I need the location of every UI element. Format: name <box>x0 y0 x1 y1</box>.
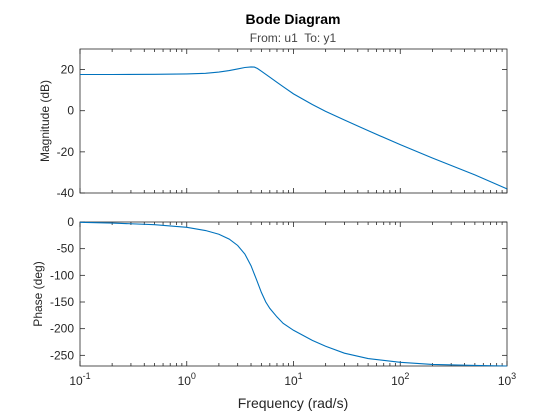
magnitude-y-tick-label: -40 <box>57 186 75 200</box>
magnitude-curve <box>80 66 508 190</box>
phase-axes-frame <box>79 221 508 367</box>
phase-y-tick-label: 0 <box>67 215 74 229</box>
x-tick-label: 10-1 <box>69 371 90 388</box>
phase-y-tick-label: -150 <box>50 295 74 309</box>
magnitude-axes-frame <box>79 48 508 194</box>
x-tick-label: 100 <box>178 371 196 388</box>
magnitude-y-label: Magnitude (dB) <box>38 80 52 162</box>
x-tick-label: 102 <box>391 371 409 388</box>
phase-y-tick-label: -50 <box>57 242 75 256</box>
magnitude-y-tick-label: 0 <box>67 104 74 118</box>
magnitude-y-tick-label: 20 <box>61 63 75 77</box>
magnitude-y-tick-label: -20 <box>57 145 75 159</box>
phase-y-tick-label: -100 <box>50 268 74 282</box>
chart-subtitle: From: u1 To: y1 <box>250 31 337 45</box>
magnitude-plot: 20 0 -20 -40 <box>57 48 508 200</box>
x-tick-label: 103 <box>498 371 516 388</box>
x-tick-label: 101 <box>284 371 302 388</box>
x-axis-label: Frequency (rad/s) <box>238 395 348 411</box>
phase-y-tick-label: -200 <box>50 322 74 336</box>
phase-curve <box>79 221 508 367</box>
chart-title: Bode Diagram <box>246 11 341 27</box>
phase-plot: 0 -50 -100 -150 -200 -250 10-1 100 101 102 103 <box>50 215 516 388</box>
phase-y-tick-label: -250 <box>50 348 74 362</box>
phase-y-label: Phase (deg) <box>31 261 45 326</box>
